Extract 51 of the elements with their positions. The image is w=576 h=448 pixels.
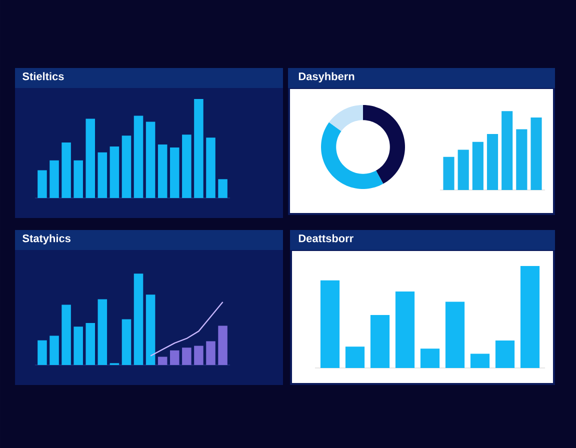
bar: [50, 160, 59, 198]
bar: [62, 142, 71, 198]
bar: [502, 111, 513, 190]
bar: [445, 302, 465, 368]
bar: [98, 152, 108, 198]
chart-title: Stieltics: [22, 72, 64, 80]
bar: [146, 294, 156, 365]
bar: [345, 346, 365, 368]
bar: [170, 350, 180, 365]
bar: [206, 138, 216, 198]
chart-title: Dasyhbern: [298, 72, 354, 82]
bar: [420, 348, 440, 368]
bar: [134, 116, 144, 198]
bar: [146, 122, 156, 198]
chart-title: Deattsborr: [298, 234, 354, 242]
bar: [530, 117, 542, 190]
bar: [38, 340, 47, 365]
bar: [74, 326, 83, 365]
bar: [38, 170, 47, 198]
bar: [206, 341, 216, 365]
bar: [472, 142, 484, 190]
bar: [86, 322, 96, 365]
bar: [74, 160, 83, 198]
bar: [182, 348, 192, 365]
bar: [86, 118, 96, 198]
bar: [62, 304, 71, 365]
bar: [495, 340, 515, 368]
bar: [516, 129, 528, 190]
bar: [122, 319, 132, 365]
bar: [50, 336, 59, 365]
bar: [370, 314, 390, 368]
bar: [320, 280, 340, 368]
chart-title: Statyhics: [22, 234, 70, 244]
bar: [182, 134, 192, 198]
bar: [158, 144, 168, 198]
bar: [122, 136, 132, 198]
bar: [170, 147, 180, 198]
bar: [98, 299, 108, 365]
bar: [395, 292, 415, 368]
bar: [458, 150, 469, 190]
bar: [194, 98, 204, 198]
bar: [134, 274, 144, 365]
bar: [520, 266, 540, 368]
bar: [470, 354, 490, 368]
bar: [486, 134, 498, 190]
bar: [218, 179, 228, 198]
bar: [110, 146, 120, 198]
bar: [194, 346, 204, 365]
bar: [158, 356, 168, 365]
bar: [443, 156, 454, 190]
bar: [218, 326, 228, 365]
